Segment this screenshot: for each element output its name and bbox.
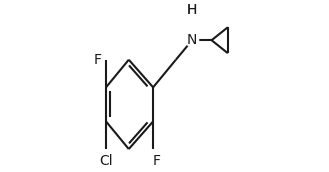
Text: H: H bbox=[187, 3, 197, 18]
Text: H: H bbox=[187, 3, 197, 18]
Text: F: F bbox=[94, 53, 102, 67]
Text: F: F bbox=[152, 154, 160, 168]
Text: Cl: Cl bbox=[99, 154, 113, 168]
Text: N: N bbox=[187, 33, 197, 47]
Text: N: N bbox=[187, 33, 197, 47]
Circle shape bbox=[186, 34, 199, 47]
